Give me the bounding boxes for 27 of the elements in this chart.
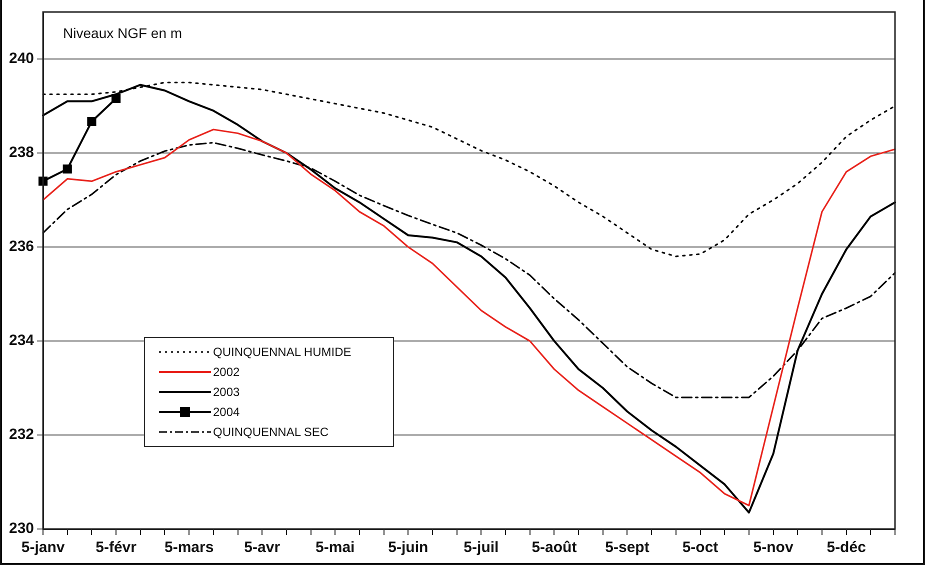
x-tick-label: 5-mars [164, 539, 214, 556]
y-tick-label: 230 [8, 520, 34, 538]
x-tick-label: 5-déc [826, 539, 866, 556]
y-tick-label: 240 [8, 50, 34, 68]
x-tick-label: 5-janv [21, 539, 66, 556]
y-axis-title: Niveaux NGF en m [63, 24, 182, 41]
y-tick-label: 238 [8, 144, 34, 162]
x-tick-label: 5-juin [388, 539, 428, 556]
x-tick-label: 5-févr [96, 539, 137, 556]
point [87, 116, 96, 126]
x-tick-label: 5-juil [464, 539, 499, 556]
y-tick-label: 236 [8, 238, 34, 256]
point [112, 94, 121, 104]
y-tick-label: 234 [8, 332, 35, 350]
legend-label: QUINQUENNAL HUMIDE [213, 345, 352, 359]
x-tick-label: 5-oct [682, 539, 718, 556]
x-tick-label: 5-août [532, 539, 577, 556]
legend-label: QUINQUENNAL SEC [213, 425, 329, 439]
legend-label: 2003 [213, 385, 240, 399]
x-tick-label: 5-sept [605, 539, 650, 556]
legend-label: 2002 [213, 365, 240, 379]
point [62, 164, 72, 174]
y-tick-label: 232 [8, 426, 34, 444]
legend-label: 2004 [213, 405, 240, 419]
x-tick-label: 5-mai [316, 539, 355, 556]
x-tick-label: 5-nov [753, 539, 794, 556]
x-tick-label: 5-avr [244, 539, 280, 556]
